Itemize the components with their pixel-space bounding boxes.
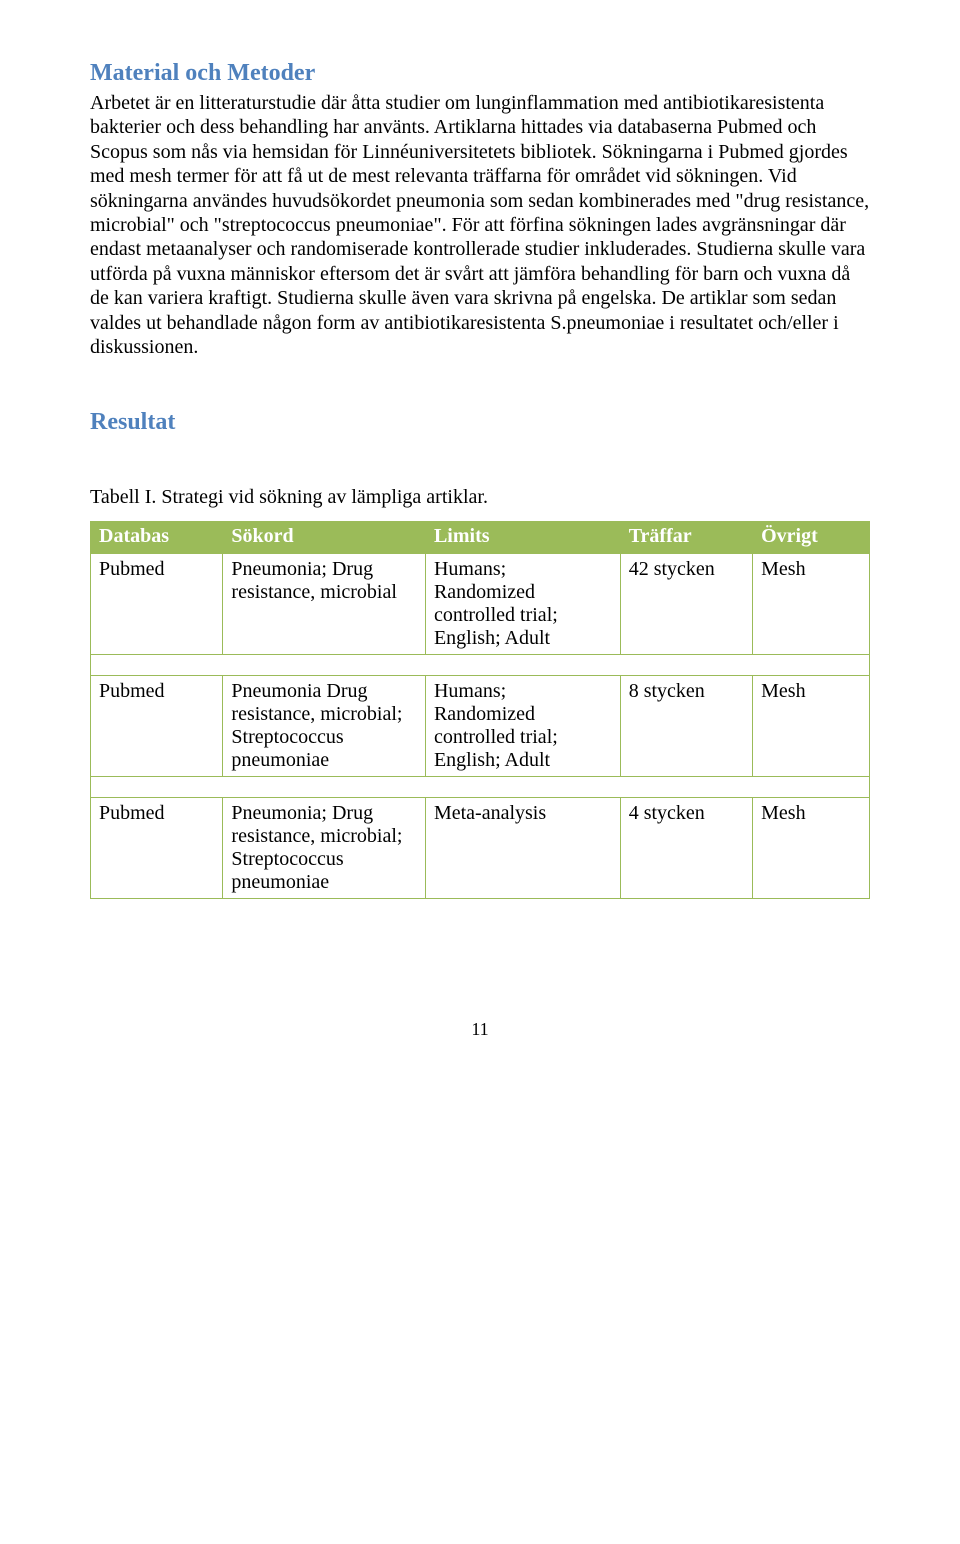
col-header-databas: Databas <box>91 521 223 553</box>
cell-ovrigt: Mesh <box>753 798 870 899</box>
section-heading-material: Material och Metoder <box>90 60 870 87</box>
cell-limits: Humans; Randomized controlled trial; Eng… <box>425 553 620 655</box>
table-row: Pubmed Pneumonia Drug resistance, microb… <box>91 676 870 777</box>
cell-sokord: Pneumonia; Drug resistance, microbial; S… <box>223 798 426 899</box>
col-header-sokord: Sökord <box>223 521 426 553</box>
cell-traffar: 8 stycken <box>620 676 752 777</box>
table-row-spacer <box>91 777 870 798</box>
cell-limits: Meta-analysis <box>425 798 620 899</box>
section-heading-resultat: Resultat <box>90 409 870 436</box>
col-header-ovrigt: Övrigt <box>753 521 870 553</box>
section-body-material: Arbetet är en litteraturstudie där åtta … <box>90 91 870 359</box>
cell-databas: Pubmed <box>91 553 223 655</box>
page-number: 11 <box>90 1019 870 1040</box>
table-row: Pubmed Pneumonia; Drug resistance, micro… <box>91 553 870 655</box>
page-container: Material och Metoder Arbetet är en litte… <box>0 0 960 1080</box>
cell-traffar: 4 stycken <box>620 798 752 899</box>
cell-ovrigt: Mesh <box>753 676 870 777</box>
cell-sokord: Pneumonia; Drug resistance, microbial <box>223 553 426 655</box>
table-header-row: Databas Sökord Limits Träffar Övrigt <box>91 521 870 553</box>
table-row-spacer <box>91 655 870 676</box>
cell-databas: Pubmed <box>91 798 223 899</box>
cell-sokord: Pneumonia Drug resistance, microbial; St… <box>223 676 426 777</box>
col-header-traffar: Träffar <box>620 521 752 553</box>
cell-ovrigt: Mesh <box>753 553 870 655</box>
cell-traffar: 42 stycken <box>620 553 752 655</box>
table-caption: Tabell I. Strategi vid sökning av lämpli… <box>90 486 870 509</box>
search-strategy-table: Databas Sökord Limits Träffar Övrigt Pub… <box>90 521 870 899</box>
cell-databas: Pubmed <box>91 676 223 777</box>
table-row: Pubmed Pneumonia; Drug resistance, micro… <box>91 798 870 899</box>
cell-limits: Humans; Randomized controlled trial; Eng… <box>425 676 620 777</box>
col-header-limits: Limits <box>425 521 620 553</box>
